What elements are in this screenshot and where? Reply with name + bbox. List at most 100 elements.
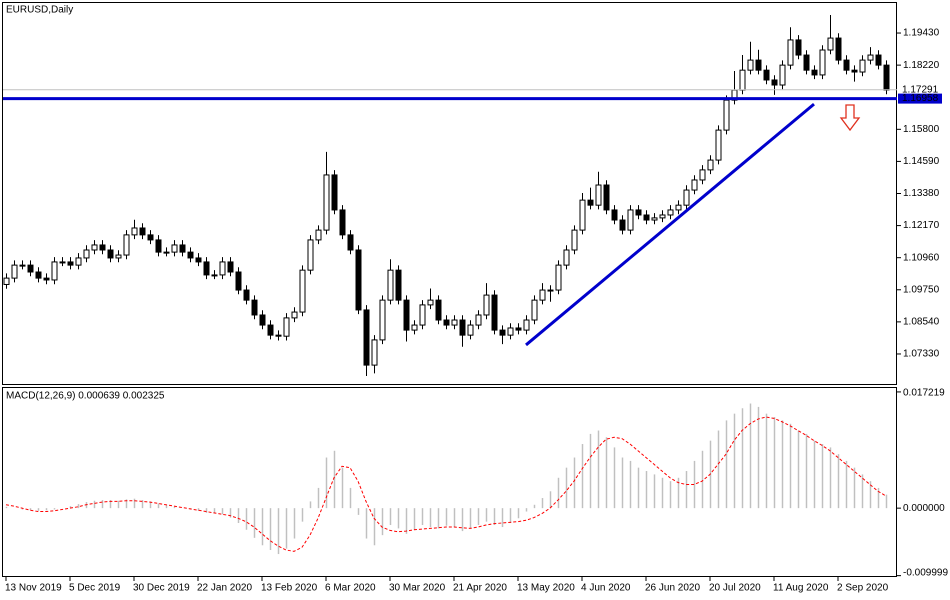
candle-body [627, 209, 634, 231]
x-tick-label: 30 Mar 2020 [389, 583, 446, 594]
candle-body [259, 314, 266, 326]
y-tick-label: 1.15800 [903, 124, 940, 135]
candle-body [43, 277, 50, 281]
x-tick-label: 26 Jun 2020 [645, 583, 700, 594]
candle-body [523, 319, 530, 331]
y-tick-label: 1.12170 [903, 220, 940, 231]
x-tick-label: 20 Jul 2020 [709, 583, 761, 594]
candle-body [339, 209, 346, 236]
candle-body [59, 261, 66, 264]
price-label: 1.16958 [902, 93, 939, 104]
x-tick-label: 13 Nov 2019 [5, 583, 62, 594]
candle-body [531, 299, 538, 321]
candle-body [811, 69, 818, 76]
candle-body [123, 234, 130, 256]
candle-body [347, 234, 354, 251]
candle-body [387, 269, 394, 301]
y-tick-label: -0.009999 [903, 568, 948, 579]
candle-body [283, 317, 290, 337]
y-tick-label: 1.13380 [903, 188, 940, 199]
candle-body [27, 264, 34, 273]
candle-body [379, 299, 386, 341]
candle-body [515, 327, 522, 331]
candle-body [635, 209, 642, 216]
candle-body [851, 69, 858, 73]
candle-body [403, 299, 410, 331]
candle-body [651, 217, 658, 221]
candle-body [795, 39, 802, 56]
candle-body [883, 64, 890, 91]
y-tick-label: 1.10960 [903, 252, 940, 263]
candle-body [427, 299, 434, 306]
candle-body [691, 179, 698, 191]
candle-body [243, 289, 250, 301]
candle-body [11, 264, 18, 279]
price-label: 1.17291 [902, 84, 939, 95]
candle-body [307, 239, 314, 271]
down-arrow-icon [839, 104, 861, 132]
candle-body [723, 99, 730, 131]
candle-body [323, 174, 330, 231]
candle-body [755, 59, 762, 71]
candle-body [675, 204, 682, 211]
candle-body [571, 229, 578, 251]
candle-body [443, 319, 450, 326]
candle-body [131, 227, 138, 236]
candle-body [579, 199, 586, 231]
candle-body [67, 261, 74, 266]
y-tick-label: 1.14590 [903, 156, 940, 167]
x-tick-label: 5 Dec 2019 [69, 583, 121, 594]
candle-body [91, 244, 98, 251]
y-tick-label: 1.08540 [903, 317, 940, 328]
candle-body [467, 324, 474, 336]
candle-body [267, 324, 274, 336]
price-label-box [898, 93, 942, 104]
candle-body [203, 261, 210, 276]
y-tick-label: 0.017219 [903, 388, 945, 399]
x-tick-label: 22 Jan 2020 [197, 583, 252, 594]
candle-body [739, 69, 746, 91]
candle-body [507, 327, 514, 336]
candle-body [331, 174, 338, 211]
candle-body [235, 271, 242, 291]
candle-body [171, 244, 178, 253]
candle-body [371, 339, 378, 366]
candle-body [315, 229, 322, 241]
candle-body [683, 189, 690, 206]
candle-body [835, 37, 842, 61]
candle-body [603, 184, 610, 211]
candle-body [35, 271, 42, 279]
candle-body [219, 261, 226, 276]
candle-body [875, 54, 882, 66]
candle-body [83, 249, 90, 259]
layer: 1.19430 1.18220 1.15800 1.14590 1.13380 1.121… [5, 28, 948, 594]
candle-body [715, 129, 722, 161]
candle-body [787, 39, 794, 66]
candle-body [611, 209, 618, 221]
candle-body [363, 309, 370, 366]
candle-body [299, 269, 306, 313]
candle-body [803, 54, 810, 71]
candle-body [555, 264, 562, 291]
y-tick-label: 1.07330 [903, 349, 940, 360]
candle-body [475, 314, 482, 326]
y-tick-label: 1.19430 [903, 28, 940, 39]
candle-body [499, 329, 506, 336]
chart-title: EURUSD,Daily [6, 5, 73, 16]
candle-body [227, 261, 234, 273]
candle-body [659, 214, 666, 219]
candle-body [483, 294, 490, 316]
x-tick-label: 13 Feb 2020 [261, 583, 318, 594]
candle-body [419, 304, 426, 326]
candle-body [763, 69, 770, 81]
candle-body [867, 54, 874, 61]
candle-body [587, 199, 594, 206]
price-label-box [898, 84, 942, 95]
candle-body [19, 264, 26, 267]
candle-body [187, 251, 194, 259]
candle-body [843, 59, 850, 71]
y-tick-label: 1.18220 [903, 60, 940, 71]
y-tick-label: 1.09750 [903, 284, 940, 295]
candle-body [3, 277, 10, 285]
candle-body [435, 299, 442, 321]
